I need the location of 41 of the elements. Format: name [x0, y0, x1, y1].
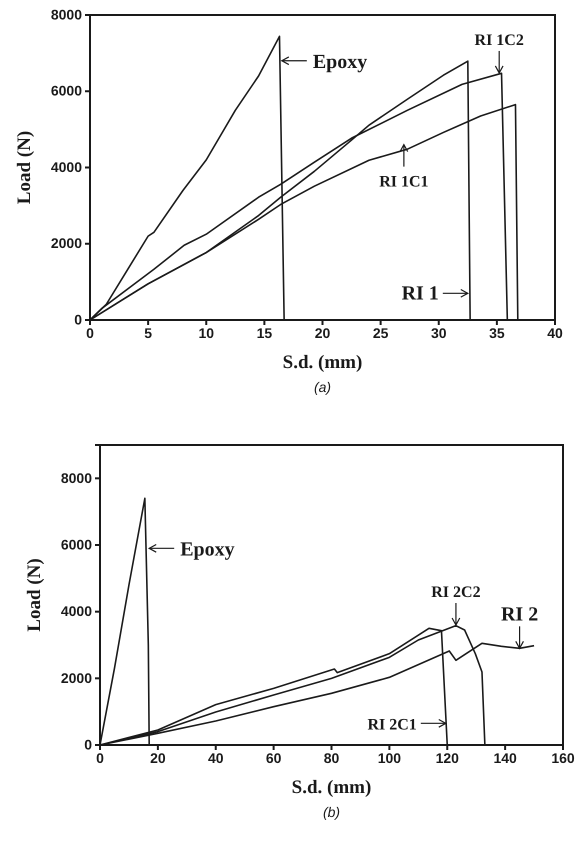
x-tick-label: 60: [266, 750, 282, 766]
x-tick-label: 120: [436, 750, 460, 766]
annotation: RI 2: [500, 603, 538, 626]
y-tick-label: 4000: [60, 603, 92, 620]
x-tick-label: 20: [314, 324, 330, 341]
y-tick-label: 4000: [50, 158, 82, 175]
y-tick-label: 8000: [50, 6, 82, 22]
y-tick-label: 6000: [50, 82, 82, 99]
text: (a): [314, 379, 332, 395]
y-tick-label: 2000: [50, 235, 82, 252]
annotation: RI 2C2: [431, 584, 481, 601]
text: (b): [322, 804, 340, 820]
x-tick-label: 30: [430, 324, 447, 341]
y-tick-label: 6000: [60, 536, 92, 552]
x-tick-label: 25: [372, 324, 389, 341]
annotation: RI 2C1: [367, 716, 417, 734]
x-tick-label: 100: [378, 750, 402, 766]
x-tick-label: 140: [493, 750, 518, 766]
annotation: RI 1C2: [474, 32, 524, 49]
x-axis-title: S.d. (mm): [282, 352, 362, 373]
y-tick-label: 0: [84, 736, 92, 752]
x-tick-label: 40: [547, 324, 563, 341]
x-tick-label: 5: [144, 324, 152, 341]
x-tick-label: 0: [96, 750, 104, 766]
annotation: Epoxy: [180, 538, 235, 560]
annotation: RI 1: [402, 282, 439, 304]
x-axis-title: S.d. (mm): [292, 777, 372, 798]
annotation: Epoxy: [312, 50, 368, 73]
annotation: RI 1C1: [379, 174, 429, 191]
x-tick-label: 80: [324, 750, 340, 766]
x-tick-label: 35: [489, 324, 505, 341]
x-tick-label: 160: [551, 750, 575, 766]
y-axis-title: Load (N): [24, 558, 45, 632]
x-tick-label: 10: [198, 324, 214, 341]
x-tick-label: 15: [256, 324, 272, 341]
y-axis-title: Load (N): [14, 130, 35, 204]
y-tick-label: 8000: [60, 470, 92, 486]
x-tick-label: 40: [208, 750, 224, 766]
y-tick-label: 0: [74, 311, 82, 328]
y-tick-label: 2000: [60, 670, 92, 686]
x-tick-label: 20: [150, 750, 166, 766]
